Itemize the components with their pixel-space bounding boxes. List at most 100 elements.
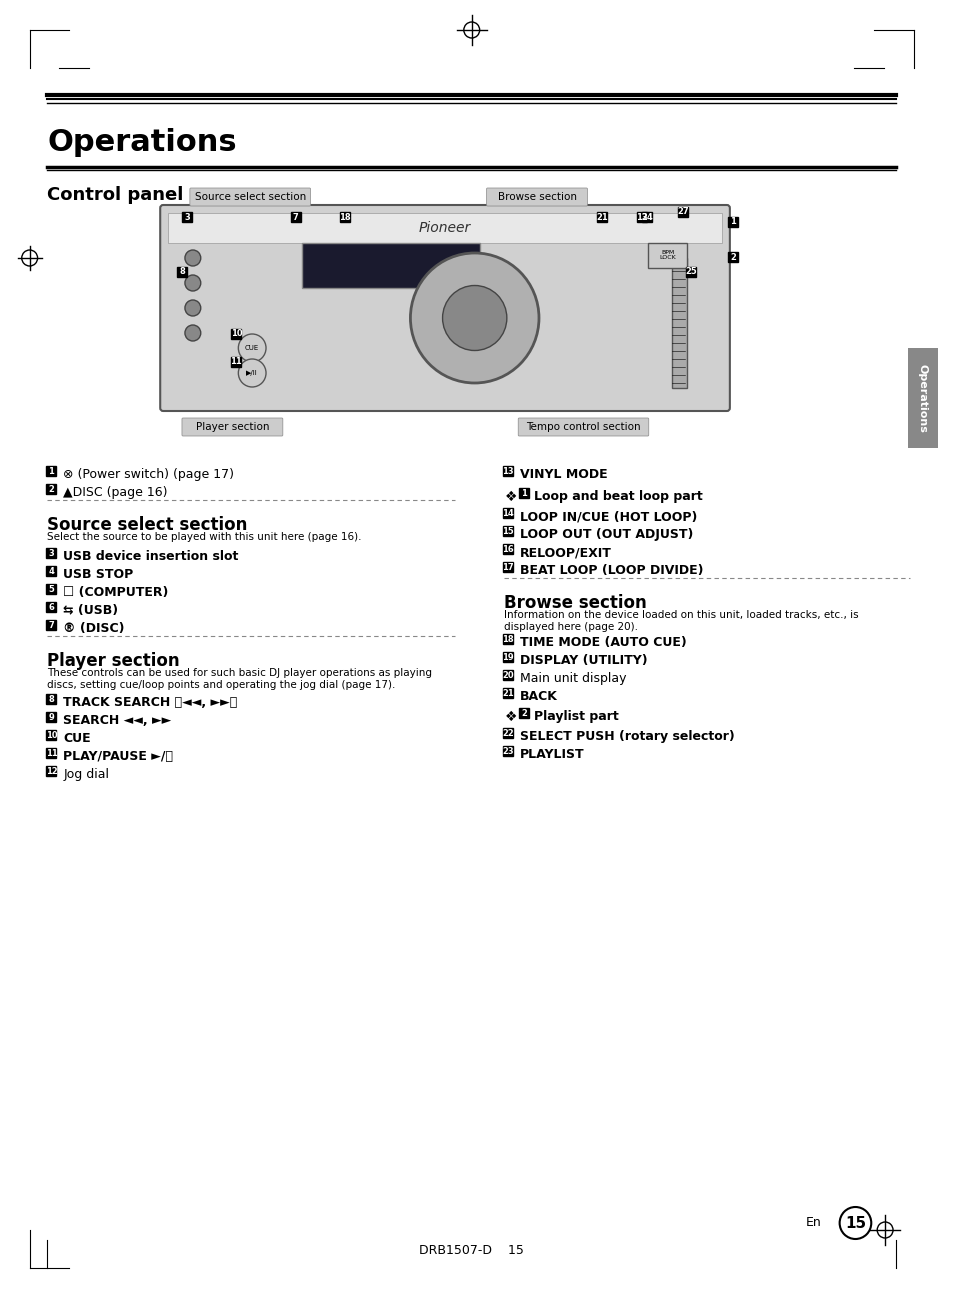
Text: Select the source to be played with this unit here (page 16).: Select the source to be played with this… <box>48 532 361 543</box>
Bar <box>907 348 937 448</box>
Text: ☐ (COMPUTER): ☐ (COMPUTER) <box>63 585 169 598</box>
Bar <box>647 243 686 267</box>
Text: 22: 22 <box>502 728 514 737</box>
Text: 6: 6 <box>49 602 54 611</box>
FancyBboxPatch shape <box>486 188 587 206</box>
Text: LOOP IN/CUE (HOT LOOP): LOOP IN/CUE (HOT LOOP) <box>519 510 697 523</box>
Text: Player section: Player section <box>48 652 180 670</box>
Text: ⇆ (USB): ⇆ (USB) <box>63 604 118 617</box>
FancyBboxPatch shape <box>190 188 311 206</box>
Text: BACK: BACK <box>519 691 558 704</box>
Text: 17: 17 <box>502 562 514 571</box>
Text: 1: 1 <box>520 488 527 497</box>
Text: 18: 18 <box>502 635 514 644</box>
Circle shape <box>238 334 266 362</box>
Text: Browse section: Browse section <box>504 594 646 611</box>
Circle shape <box>839 1207 870 1240</box>
FancyBboxPatch shape <box>47 566 56 576</box>
FancyBboxPatch shape <box>727 252 737 262</box>
Text: DRB1507-D    15: DRB1507-D 15 <box>419 1243 523 1256</box>
Text: 2: 2 <box>520 709 527 718</box>
FancyBboxPatch shape <box>503 746 513 755</box>
Text: 8: 8 <box>49 694 54 704</box>
FancyBboxPatch shape <box>47 620 56 630</box>
Text: ® (DISC): ® (DISC) <box>63 622 125 635</box>
FancyBboxPatch shape <box>503 526 513 536</box>
FancyBboxPatch shape <box>503 562 513 572</box>
Text: 5: 5 <box>49 584 54 593</box>
Text: Browse section: Browse section <box>497 192 576 202</box>
Circle shape <box>442 286 506 350</box>
Text: USB STOP: USB STOP <box>63 569 133 582</box>
Bar <box>168 213 721 243</box>
Text: Source select section: Source select section <box>194 192 306 202</box>
Text: 18: 18 <box>339 213 351 222</box>
Text: 23: 23 <box>502 746 514 755</box>
FancyBboxPatch shape <box>503 728 513 739</box>
Text: PLAY/PAUSE ►/⏸: PLAY/PAUSE ►/⏸ <box>63 750 173 763</box>
Text: These controls can be used for such basic DJ player operations as playing
discs,: These controls can be used for such basi… <box>48 668 432 689</box>
Text: 21: 21 <box>596 213 607 222</box>
Text: Player section: Player section <box>195 422 269 432</box>
Text: 2: 2 <box>49 484 54 493</box>
FancyBboxPatch shape <box>232 328 241 339</box>
FancyBboxPatch shape <box>47 748 56 758</box>
FancyBboxPatch shape <box>182 212 192 222</box>
FancyBboxPatch shape <box>503 544 513 554</box>
FancyBboxPatch shape <box>727 217 737 227</box>
Text: Operations: Operations <box>48 129 237 157</box>
Text: Information on the device loaded on this unit, loaded tracks, etc., is
displayed: Information on the device loaded on this… <box>504 610 858 632</box>
Text: 10: 10 <box>46 731 57 740</box>
Text: 11: 11 <box>231 357 242 366</box>
Text: Pioneer: Pioneer <box>418 221 471 235</box>
FancyBboxPatch shape <box>503 688 513 698</box>
Text: 4: 4 <box>49 566 54 575</box>
Text: 12: 12 <box>46 767 57 775</box>
Text: 7: 7 <box>49 620 54 630</box>
FancyBboxPatch shape <box>47 484 56 495</box>
Text: 24: 24 <box>640 213 652 222</box>
FancyBboxPatch shape <box>160 205 729 411</box>
FancyBboxPatch shape <box>518 488 529 498</box>
Text: 16: 16 <box>502 544 514 553</box>
FancyBboxPatch shape <box>517 418 648 436</box>
FancyBboxPatch shape <box>597 212 607 222</box>
FancyBboxPatch shape <box>47 466 56 476</box>
FancyBboxPatch shape <box>503 633 513 644</box>
Text: 8: 8 <box>179 267 185 276</box>
Text: 11: 11 <box>46 749 57 758</box>
FancyBboxPatch shape <box>503 670 513 680</box>
Text: 15: 15 <box>844 1215 865 1231</box>
FancyBboxPatch shape <box>47 584 56 594</box>
Text: 1: 1 <box>49 466 54 475</box>
Text: 27: 27 <box>677 208 688 217</box>
Text: Loop and beat loop part: Loop and beat loop part <box>534 491 702 504</box>
Circle shape <box>410 253 538 383</box>
Circle shape <box>185 251 200 266</box>
Bar <box>301 243 479 288</box>
Text: 20: 20 <box>502 671 514 679</box>
FancyBboxPatch shape <box>47 766 56 776</box>
Text: 13: 13 <box>636 213 647 222</box>
Text: CUE: CUE <box>245 345 259 350</box>
Text: Operations: Operations <box>917 363 926 432</box>
Text: SELECT PUSH (rotary selector): SELECT PUSH (rotary selector) <box>519 729 734 742</box>
Text: ⊗ (Power switch) (page 17): ⊗ (Power switch) (page 17) <box>63 469 234 482</box>
Text: 2: 2 <box>729 253 735 261</box>
Text: VINYL MODE: VINYL MODE <box>519 469 607 482</box>
Text: 21: 21 <box>502 688 514 697</box>
Circle shape <box>185 300 200 315</box>
FancyBboxPatch shape <box>47 694 56 704</box>
Text: Playlist part: Playlist part <box>534 710 618 723</box>
FancyBboxPatch shape <box>47 729 56 740</box>
FancyBboxPatch shape <box>641 212 651 222</box>
Text: 7: 7 <box>293 213 298 222</box>
Text: Tempo control section: Tempo control section <box>526 422 640 432</box>
Text: TRACK SEARCH ⏮◄◄, ►►⏭: TRACK SEARCH ⏮◄◄, ►►⏭ <box>63 696 237 709</box>
FancyBboxPatch shape <box>177 267 187 276</box>
FancyBboxPatch shape <box>637 212 646 222</box>
Text: Main unit display: Main unit display <box>519 672 626 685</box>
Text: 10: 10 <box>231 330 242 339</box>
FancyBboxPatch shape <box>518 707 529 718</box>
FancyBboxPatch shape <box>678 206 688 217</box>
